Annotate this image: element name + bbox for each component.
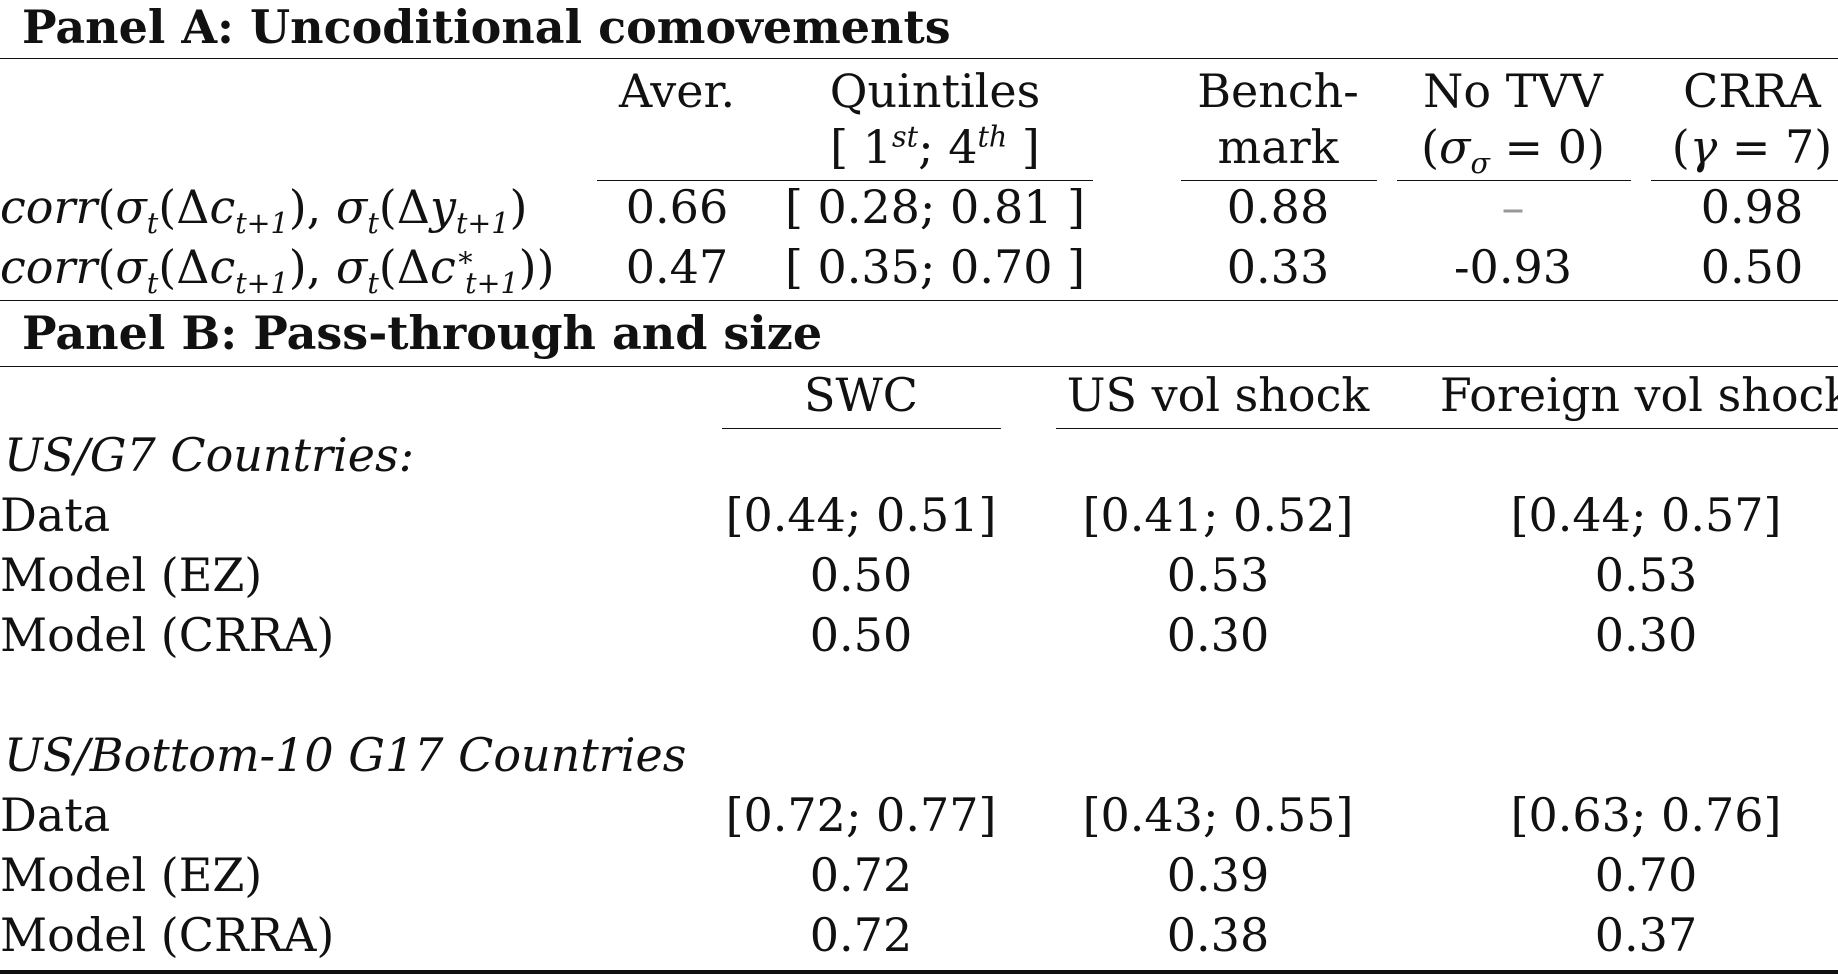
table-cell: 0.70 <box>1594 848 1698 902</box>
table-cell: [0.43; 0.55] <box>1082 788 1354 842</box>
table-cell: 0.72 <box>809 908 913 962</box>
row-label-corr-output: corr(σt(Δct+1), σt(Δyt+1) <box>0 180 528 241</box>
table-cell: [ 0.35; 0.70 ] <box>784 240 1086 294</box>
col-notvv-header-2: (σσ = 0) <box>1421 120 1605 181</box>
col-quintiles-subheader: [ 1st; 4th ] <box>830 120 1040 174</box>
row-label: Model (EZ) <box>0 848 263 902</box>
panel-a-top-rule <box>0 58 1838 59</box>
col-benchmark-header-1: Bench- <box>1197 64 1359 118</box>
header-underline-quintiles <box>597 180 1093 181</box>
table-cell: 0.72 <box>809 848 913 902</box>
table-cell: 0.50 <box>809 608 913 662</box>
row-label: Model (CRRA) <box>0 608 335 662</box>
table-cell: [0.44; 0.57] <box>1510 488 1782 542</box>
row-label-corr-consumption: corr(σt(Δct+1), σt(Δc∗t+1)) <box>0 240 555 301</box>
table-cell: 0.30 <box>1166 608 1270 662</box>
header-underline-crra <box>1651 180 1838 181</box>
table-cell: 0.88 <box>1226 180 1330 234</box>
col-notvv-header-1: No TVV <box>1423 64 1603 118</box>
table-cell: 0.38 <box>1166 908 1270 962</box>
table-cell: 0.98 <box>1700 180 1804 234</box>
table-cell: – <box>1501 180 1525 234</box>
table-cell: -0.93 <box>1454 240 1572 294</box>
panel-a-title: Panel A: Uncoditional comovements <box>22 0 951 54</box>
table-bottom-rule <box>0 970 1838 974</box>
col-aver-header: Aver. <box>618 64 736 118</box>
col-us-vol-header: US vol shock <box>1066 368 1370 422</box>
table-cell: 0.33 <box>1226 240 1330 294</box>
col-quintiles-header: Quintiles <box>829 64 1041 118</box>
table-cell: [0.44; 0.51] <box>725 488 997 542</box>
table-cell: 0.50 <box>1700 240 1804 294</box>
header-underline-vol <box>1056 428 1838 429</box>
table-cell: [0.72; 0.77] <box>725 788 997 842</box>
table-cell: 0.53 <box>1594 548 1698 602</box>
table-cell: 0.30 <box>1594 608 1698 662</box>
group-heading-bottom10: US/Bottom-10 G17 Countries <box>4 728 687 782</box>
row-label: Model (CRRA) <box>0 908 335 962</box>
table-cell: 0.50 <box>809 548 913 602</box>
col-foreign-vol-header: Foreign vol shock <box>1439 368 1838 422</box>
col-crra-header-2: (γ = 7) <box>1671 120 1833 174</box>
row-label: Data <box>0 488 111 542</box>
col-swc-header: SWC <box>804 368 918 422</box>
table-cell: 0.37 <box>1594 908 1698 962</box>
col-benchmark-header-2: mark <box>1217 120 1339 174</box>
table-cell: 0.53 <box>1166 548 1270 602</box>
header-underline-notvv <box>1397 180 1631 181</box>
panel-b-top-rule <box>0 366 1838 367</box>
table-cell: [0.63; 0.76] <box>1510 788 1782 842</box>
table-cell: 0.66 <box>625 180 729 234</box>
panel-b-title: Panel B: Pass-through and size <box>22 306 823 360</box>
row-label: Data <box>0 788 111 842</box>
table-cell: 0.47 <box>625 240 729 294</box>
header-underline-benchmark <box>1181 180 1377 181</box>
col-crra-header-1: CRRA <box>1683 64 1821 118</box>
panel-separator-rule <box>0 300 1838 301</box>
table-cell: [0.41; 0.52] <box>1082 488 1354 542</box>
group-heading-g7: US/G7 Countries: <box>4 428 415 482</box>
table-cell: [ 0.28; 0.81 ] <box>784 180 1086 234</box>
table-cell: 0.39 <box>1166 848 1270 902</box>
row-label: Model (EZ) <box>0 548 263 602</box>
header-underline-swc <box>722 428 1001 429</box>
